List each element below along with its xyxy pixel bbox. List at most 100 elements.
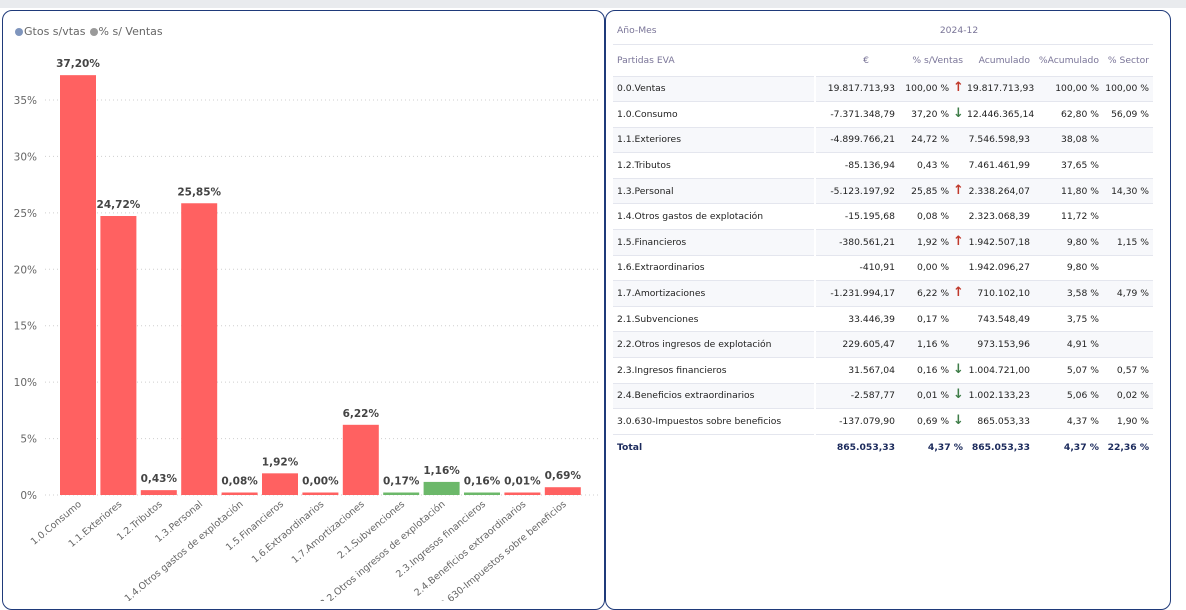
acumulado-cell: 1.942.507,18 — [967, 229, 1034, 256]
pct-acumulado-cell: 11,80 % — [1034, 178, 1103, 205]
arrow-down-icon: ↓ — [953, 387, 964, 403]
bar[interactable] — [302, 492, 339, 496]
row-label: 1.2.Tributos — [613, 152, 816, 179]
pct-ventas-cell: 25,85 % ↑ — [899, 178, 967, 205]
table-row[interactable]: 2.1.Subvenciones 33.446,39 0,17 % 743.54… — [613, 306, 1154, 333]
row-label: 2.2.Otros ingresos de explotación — [613, 331, 816, 359]
pct-ventas-cell: 0,08 % — [899, 203, 967, 231]
pct-sector-cell: 14,30 % — [1103, 178, 1154, 205]
table-row[interactable]: 2.2.Otros ingresos de explotación 229.60… — [613, 331, 1154, 359]
bar-data-label: 25,85% — [177, 186, 221, 198]
top-strip — [0, 0, 1186, 8]
table-row[interactable]: 1.7.Amortizaciones -1.231.994,17 6,22 % … — [613, 280, 1154, 307]
bar-data-label: 0,01% — [504, 476, 541, 488]
y-tick-label: 10% — [14, 377, 37, 389]
chart-legend: Gtos s/vtas % s/ Ventas — [15, 25, 163, 38]
total-pct-ventas: 4,37 % — [927, 442, 963, 454]
header-eur[interactable]: € — [815, 44, 899, 77]
bar[interactable] — [504, 492, 541, 496]
bar[interactable] — [464, 492, 500, 496]
arrow-down-icon: ↓ — [953, 413, 964, 429]
bar[interactable] — [262, 473, 298, 495]
pct-ventas-cell: 0,17 % — [899, 306, 967, 333]
pct-ventas-cell: 37,20 % ↓ — [899, 101, 967, 128]
x-tick-label: 3.0.630-Impuestos sobre beneficios — [432, 499, 569, 601]
total-row: Total 865.053,33 4,37 % 865.053,33 4,37 … — [613, 434, 1153, 460]
acumulado-cell: 1.002.133,23 — [967, 383, 1034, 410]
acumulado-cell: 7.546.598,93 — [967, 127, 1034, 154]
pct-ventas-value: 0,01 % — [916, 390, 950, 402]
table-row[interactable]: 2.4.Beneficios extraordinarios -2.587,77… — [613, 383, 1154, 410]
pct-sector-cell: 4,79 % — [1103, 280, 1154, 307]
y-tick-label: 30% — [14, 151, 37, 163]
bar[interactable] — [544, 487, 581, 495]
bar[interactable] — [221, 492, 258, 496]
eur-cell: -15.195,68 — [815, 203, 899, 231]
pct-sector-cell: 1,90 % — [1103, 408, 1154, 435]
row-label: 1.4.Otros gastos de explotación — [613, 203, 816, 231]
pct-acumulado-cell: 37,65 % — [1034, 152, 1103, 179]
table-row[interactable]: 2.3.Ingresos financieros 31.567,04 0,16 … — [613, 357, 1154, 384]
header-acumulado[interactable]: Acumulado — [967, 44, 1034, 77]
bar[interactable] — [140, 490, 177, 495]
period-label: Año-Mes — [613, 18, 815, 45]
pct-sector-cell: 0,57 % — [1103, 357, 1154, 384]
header-pct-sector[interactable]: % Sector — [1103, 44, 1154, 77]
arrow-down-icon: ↓ — [953, 361, 964, 377]
row-label: 1.5.Financieros — [613, 229, 816, 256]
table-row[interactable]: 1.5.Financieros -380.561,21 1,92 % ↑ 1.9… — [613, 229, 1154, 256]
pct-ventas-cell: 0,43 % — [899, 152, 967, 179]
x-tick-label: 2.1.Subvenciones — [336, 499, 408, 562]
table-row[interactable]: 1.6.Extraordinarios -410,91 0,00 % 1.942… — [613, 255, 1154, 282]
matrix-table-panel: Año-Mes 2024-12 Partidas EVA € % s/Venta… — [605, 10, 1171, 610]
bar[interactable] — [342, 424, 379, 495]
bar[interactable] — [60, 75, 96, 495]
pct-ventas-cell: 24,72 % — [899, 127, 967, 154]
bar[interactable] — [383, 492, 420, 496]
acumulado-cell: 710.102,10 — [967, 280, 1034, 307]
legend-label: % s/ Ventas — [98, 25, 163, 38]
pct-acumulado-cell: 100,00 % — [1034, 76, 1103, 103]
pct-sector-cell — [1103, 203, 1154, 231]
pct-ventas-cell: 0,01 % ↓ — [899, 383, 967, 410]
table-row[interactable]: 0.0.Ventas 19.817.713,93 100,00 % ↑ 19.8… — [613, 76, 1154, 103]
table-row[interactable]: 1.1.Exteriores -4.899.766,21 24,72 % 7.5… — [613, 127, 1154, 154]
table-row[interactable]: 1.2.Tributos -85.136,94 0,43 % 7.461.461… — [613, 152, 1154, 179]
bar[interactable] — [181, 203, 218, 495]
eur-cell: -85.136,94 — [815, 152, 899, 179]
pct-ventas-cell: 100,00 % ↑ — [899, 76, 967, 103]
bar[interactable] — [100, 216, 137, 496]
bar-data-label: 0,17% — [383, 476, 420, 488]
pct-sector-cell: 100,00 % — [1103, 76, 1154, 103]
table-row[interactable]: 1.4.Otros gastos de explotación -15.195,… — [613, 203, 1154, 231]
header-pct-acumulado[interactable]: %Acumulado — [1034, 44, 1103, 77]
bar-data-label: 0,43% — [141, 473, 178, 485]
eur-cell: -137.079,90 — [815, 408, 899, 435]
row-label: 1.6.Extraordinarios — [613, 255, 816, 282]
legend-item-gtos[interactable]: Gtos s/vtas — [15, 25, 86, 38]
pct-acumulado-cell: 3,75 % — [1034, 306, 1103, 333]
table-row[interactable]: 3.0.630-Impuestos sobre beneficios -137.… — [613, 408, 1154, 435]
x-tick-label: 1.6.Extraordinarios — [250, 499, 326, 566]
table-row[interactable]: 1.0.Consumo -7.371.348,79 37,20 % ↓ 12.4… — [613, 101, 1154, 128]
pct-acumulado-cell: 9,80 % — [1034, 229, 1103, 256]
arrow-down-icon: ↓ — [953, 105, 964, 121]
pct-acumulado-cell: 5,06 % — [1034, 383, 1103, 410]
y-tick-label: 0% — [20, 490, 37, 502]
bar[interactable] — [423, 481, 460, 495]
table-row[interactable]: 1.3.Personal -5.123.197,92 25,85 % ↑ 2.3… — [613, 178, 1154, 205]
eur-cell: -7.371.348,79 — [815, 101, 899, 128]
total-acumulado: 865.053,33 — [971, 442, 1030, 454]
pct-ventas-value: 1,92 % — [916, 236, 950, 248]
eur-cell: 229.605,47 — [815, 331, 899, 359]
header-pct-ventas[interactable]: % s/Ventas — [899, 44, 967, 77]
legend-item-pct-ventas[interactable]: % s/ Ventas — [89, 25, 163, 38]
acumulado-cell: 7.461.461,99 — [967, 152, 1034, 179]
eur-cell: 19.817.713,93 — [815, 76, 899, 103]
pct-ventas-cell: 0,00 % — [899, 255, 967, 282]
pct-acumulado-cell: 9,80 % — [1034, 255, 1103, 282]
eur-cell: 31.567,04 — [815, 357, 899, 384]
header-partidas[interactable]: Partidas EVA — [613, 44, 815, 77]
column-header-row: Partidas EVA € % s/Ventas Acumulado %Acu… — [613, 44, 1154, 77]
pct-ventas-value: 0,17 % — [916, 313, 950, 325]
